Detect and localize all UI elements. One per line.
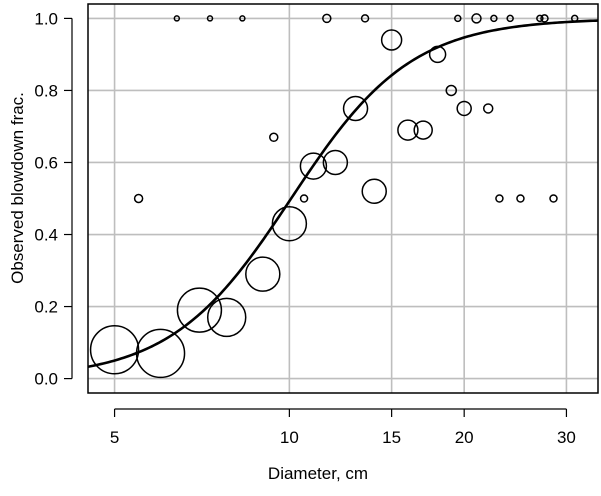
data-point <box>206 297 247 338</box>
plot-frame <box>87 3 599 394</box>
data-point <box>428 45 447 64</box>
data-point <box>361 178 387 205</box>
y-tick-label: 0.0 <box>34 370 58 389</box>
grid-lines <box>88 4 598 393</box>
data-point <box>176 287 223 333</box>
x-axis: 5 10 15 20 30 <box>110 408 576 447</box>
data-point <box>570 14 579 23</box>
y-tick-label: 0.4 <box>34 226 58 245</box>
data-point <box>245 256 281 292</box>
x-tick-label: 10 <box>280 428 299 447</box>
data-point <box>322 13 332 24</box>
x-axis-title: Diameter, cm <box>268 464 368 483</box>
data-point <box>454 14 462 23</box>
data-point <box>322 149 349 176</box>
fitted-curve <box>88 19 598 369</box>
data-point <box>239 15 246 22</box>
data-point <box>490 14 498 23</box>
data-point <box>271 205 308 242</box>
x-tick-label: 30 <box>557 428 576 447</box>
x-tick-label: 15 <box>382 428 401 447</box>
x-tick-label: 5 <box>110 428 119 447</box>
data-point <box>360 14 370 23</box>
fitted-curve-layer <box>88 19 598 369</box>
y-tick-label: 0.8 <box>34 81 58 100</box>
data-point <box>397 119 419 141</box>
data-point <box>549 194 558 203</box>
y-tick-label: 0.2 <box>34 298 58 317</box>
data-point <box>173 15 181 22</box>
data-point <box>135 328 186 379</box>
x-tick-label: 20 <box>455 428 474 447</box>
data-point <box>495 194 504 203</box>
data-points <box>89 13 579 379</box>
y-axis: 0.0 0.2 0.4 0.6 0.8 1.0 <box>34 9 73 389</box>
data-point <box>299 152 328 180</box>
data-point <box>342 95 369 122</box>
data-point <box>133 193 144 204</box>
data-point <box>445 84 457 97</box>
data-point <box>413 120 433 140</box>
data-point <box>516 194 525 203</box>
y-tick-label: 0.6 <box>34 153 58 172</box>
data-point <box>206 15 214 22</box>
data-point <box>471 13 482 24</box>
data-point <box>380 29 403 51</box>
data-point <box>506 14 514 23</box>
data-point <box>456 100 472 117</box>
y-axis-title: Observed blowdown frac. <box>8 92 27 284</box>
data-point <box>540 14 549 23</box>
y-tick-label: 1.0 <box>34 9 58 28</box>
data-point <box>536 14 544 23</box>
data-point <box>269 132 279 143</box>
data-point <box>89 325 140 375</box>
data-point <box>299 194 309 203</box>
data-point <box>482 103 494 114</box>
